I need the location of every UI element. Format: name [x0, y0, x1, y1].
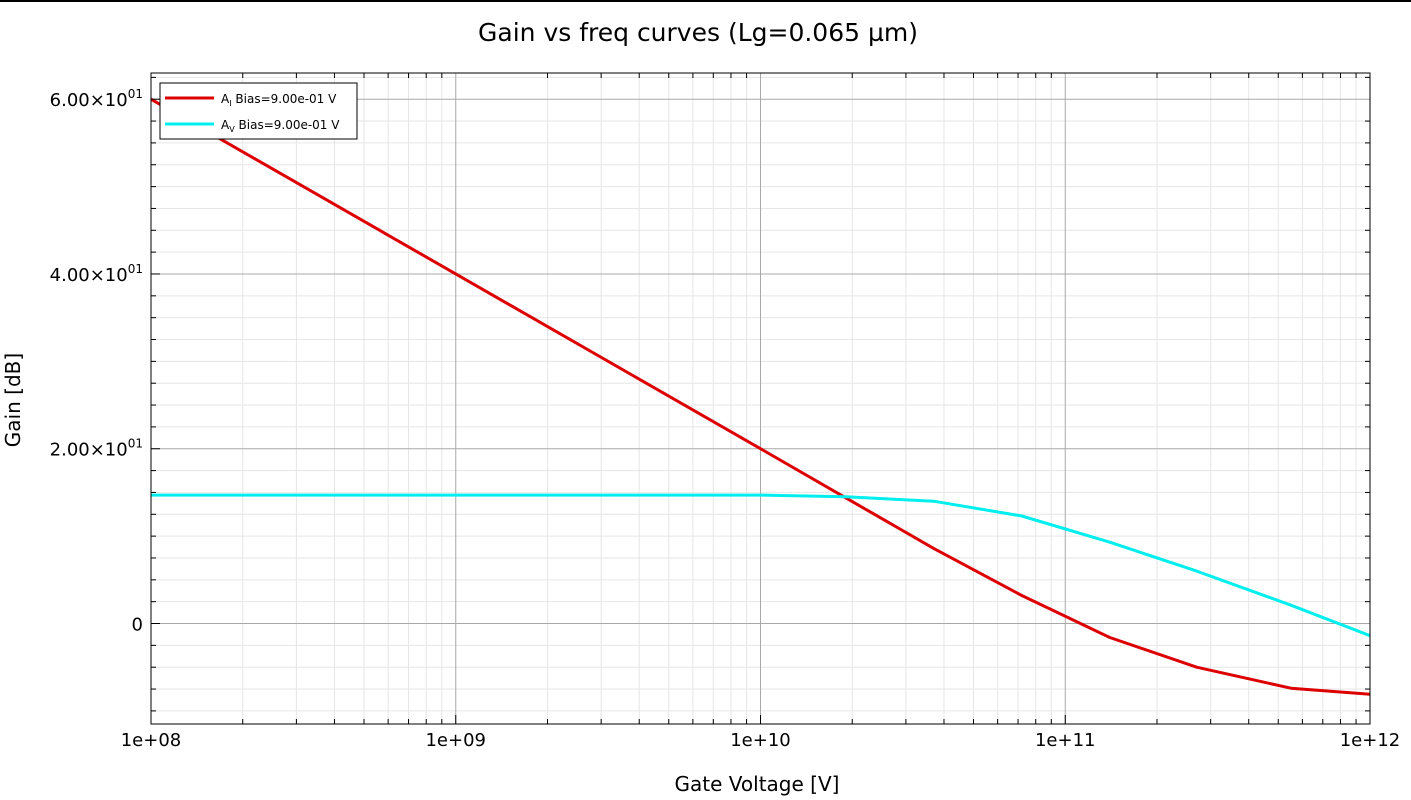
y-tick-label: 0 — [132, 615, 143, 636]
tick-labels: 1e+08 1e+09 1e+10 1e+11 1e+1202.00×10014.00×… — [50, 87, 1401, 751]
y-tick-exponent: 01 — [128, 262, 143, 276]
y-tick-mantissa: 6.00×10 — [50, 90, 128, 111]
legend-label-1: AI Bias=9.00e-01 V — [221, 92, 337, 108]
axis-ticks — [150, 73, 1371, 724]
y-tick-exponent: 01 — [128, 437, 143, 451]
x-tick-label: 1e+10 — [730, 730, 791, 751]
y-axis-label: Gain [dB] — [1, 353, 25, 447]
y-tick-label: 2.00×1001 — [50, 437, 143, 461]
x-tick-label: 1e+08 — [121, 730, 182, 751]
legend-name-main: A — [221, 118, 230, 132]
y-tick-mantissa: 0 — [132, 615, 143, 636]
legend-name-main: A — [221, 92, 230, 106]
y-tick-mantissa: 2.00×10 — [50, 440, 128, 461]
x-tick-label: 1e+12 — [1340, 730, 1401, 751]
series-layer — [150, 97, 1371, 696]
legend-box — [159, 82, 358, 140]
chart-title: Gain vs freq curves (Lg=0.065 µm) — [478, 18, 918, 47]
y-tick-mantissa: 4.00×10 — [50, 265, 128, 286]
legend-name-subscript: I — [229, 99, 231, 108]
legend-name-subscript: V — [229, 125, 235, 134]
legend-name-rest: Bias=9.00e-01 V — [235, 118, 341, 132]
y-tick-label: 4.00×1001 — [50, 262, 143, 286]
legend-name-rest: Bias=9.00e-01 V — [232, 92, 338, 106]
legend-label-2: AV Bias=9.00e-01 V — [221, 118, 340, 134]
y-tick-label: 6.00×1001 — [50, 87, 143, 111]
x-axis-label: Gate Voltage [V] — [675, 772, 840, 796]
x-tick-label: 1e+11 — [1035, 730, 1096, 751]
major-grid — [150, 73, 1371, 724]
y-tick-exponent: 01 — [128, 87, 143, 101]
legend: AI Bias=9.00e-01 VAV Bias=9.00e-01 V — [159, 82, 358, 140]
top-border — [0, 0, 1411, 2]
x-tick-label: 1e+09 — [425, 730, 486, 751]
